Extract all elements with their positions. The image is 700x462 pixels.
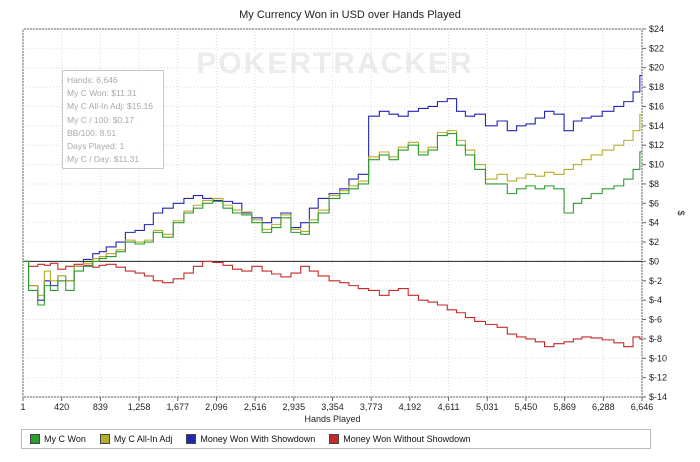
y-tick-label: $14	[649, 121, 664, 131]
x-tick-label: 1,258	[128, 402, 151, 412]
watermark: POKERTRACKER	[196, 47, 473, 80]
y-axis-label: $	[676, 210, 686, 215]
legend-item-with-showdown[interactable]: Money Won With Showdown	[186, 434, 315, 444]
series-line-0	[23, 133, 642, 306]
legend-item-my-c-won[interactable]: My C Won	[30, 434, 86, 444]
legend-label: My C All-In Adj	[113, 434, 173, 444]
stat-won: My C Won: $11.31	[67, 88, 137, 99]
y-tick-label: $12	[649, 140, 664, 150]
x-tick-label: 4,611	[438, 402, 460, 412]
series-line-3	[23, 260, 642, 348]
stat-per100: My C / 100: $0.17	[67, 114, 135, 125]
x-tick-label: 2,516	[244, 402, 267, 412]
x-tick-label: 6,646	[631, 402, 654, 412]
y-tick-label: $16	[649, 101, 664, 111]
x-tick-label: 420	[54, 402, 69, 412]
x-tick-label: 4,192	[399, 402, 422, 412]
x-tick-label: 2,096	[205, 402, 228, 412]
y-tick-label: $24	[649, 24, 664, 34]
x-tick-label: 5,450	[515, 402, 538, 412]
y-tick-label: $-14	[649, 392, 667, 402]
stat-per-day: My C / Day: $11.31	[67, 154, 140, 165]
legend-item-all-in-adj[interactable]: My C All-In Adj	[99, 434, 173, 444]
x-tick-label: 3,773	[360, 402, 383, 412]
y-tick-label: $20	[649, 63, 664, 73]
x-tick-label: 5,869	[553, 402, 576, 412]
legend-label: Money Won With Showdown	[200, 434, 316, 444]
y-tick-label: $-2	[649, 276, 662, 286]
legend-swatch	[329, 434, 340, 444]
y-tick-label: $22	[649, 43, 664, 53]
y-tick-label: $-8	[649, 334, 662, 344]
y-tick-label: $-6	[649, 315, 662, 325]
x-tick-label: 6,288	[592, 402, 615, 412]
y-tick-label: $-4	[649, 295, 662, 305]
legend-label: My C Won	[44, 434, 86, 444]
stat-days: Days Played: 1	[67, 141, 125, 152]
chart-legend: My C Won My C All-In Adj Money Won With …	[21, 429, 651, 449]
y-tick-label: $-12	[649, 373, 667, 383]
series-line-1	[23, 114, 642, 296]
x-tick-label: 2,935	[283, 402, 306, 412]
series-line-2	[23, 74, 642, 301]
x-axis-label: Hands Played	[304, 414, 360, 424]
stat-hands: Hands: 6,646	[67, 75, 118, 85]
legend-swatch	[99, 434, 110, 444]
legend-swatch	[186, 434, 197, 444]
stats-box: Hands: 6,646 My C Won: $11.31 My C All-I…	[62, 70, 164, 170]
y-tick-label: $-10	[649, 353, 667, 363]
x-tick-label: 1,677	[166, 402, 189, 412]
legend-item-without-showdown[interactable]: Money Won Without Showdown	[329, 434, 471, 444]
chart-title: My Currency Won in USD over Hands Played	[239, 9, 461, 21]
y-tick-label: $4	[649, 218, 659, 228]
x-tick-label: 839	[93, 402, 108, 412]
stat-bb100: BB/100: 8.51	[67, 127, 117, 138]
y-tick-label: $8	[649, 179, 659, 189]
legend-label: Money Won Without Showdown	[343, 434, 471, 444]
y-tick-label: $0	[649, 256, 659, 266]
x-tick-label: 1	[20, 402, 25, 412]
y-tick-label: $10	[649, 160, 664, 170]
legend-swatch	[30, 434, 40, 444]
stat-allin-adj: My C All-In Adj: $15.16	[67, 101, 153, 112]
x-tick-label: 5,031	[476, 402, 499, 412]
x-tick-label: 3,354	[321, 402, 344, 412]
y-tick-label: $6	[649, 198, 659, 208]
y-tick-label: $2	[649, 237, 659, 247]
y-tick-label: $18	[649, 82, 664, 92]
